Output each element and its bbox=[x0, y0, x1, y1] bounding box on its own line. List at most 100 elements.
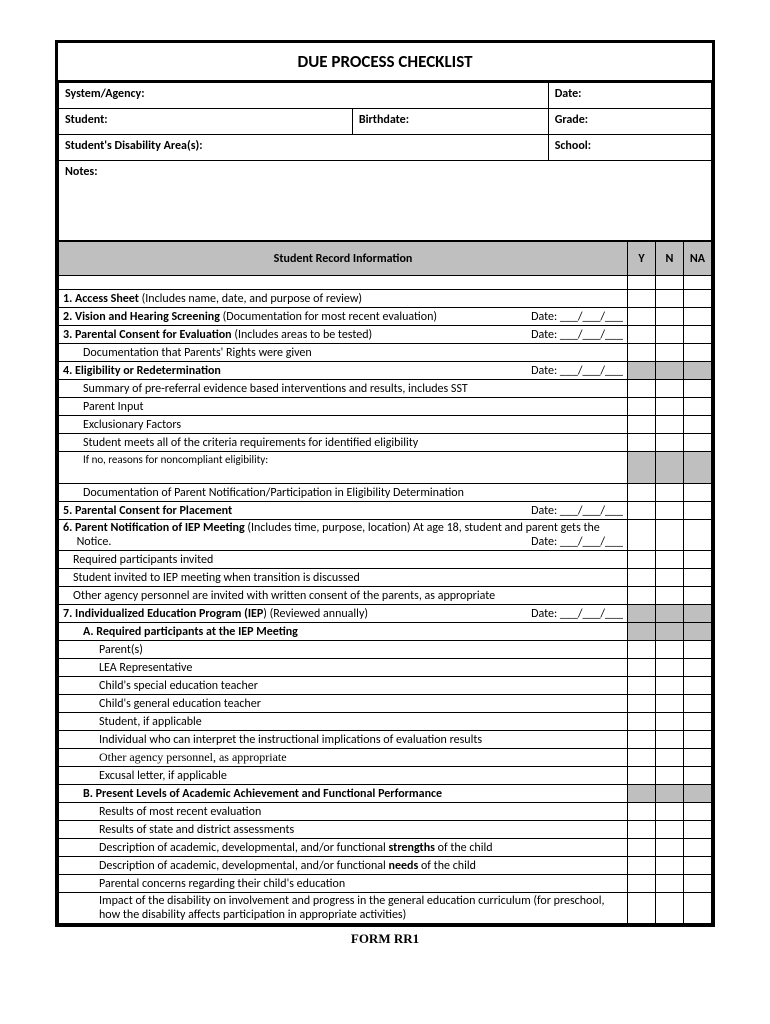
checkbox-cell[interactable] bbox=[656, 875, 684, 893]
checkbox-cell[interactable] bbox=[628, 326, 656, 344]
checkbox-cell[interactable] bbox=[628, 569, 656, 587]
checkbox-cell[interactable] bbox=[656, 452, 684, 484]
checkbox-cell[interactable] bbox=[656, 290, 684, 308]
checkbox-cell[interactable] bbox=[656, 893, 684, 924]
checkbox-cell[interactable] bbox=[628, 344, 656, 362]
checkbox-cell[interactable] bbox=[656, 551, 684, 569]
checkbox-cell[interactable] bbox=[684, 326, 712, 344]
checkbox-cell[interactable] bbox=[684, 605, 712, 623]
checkbox-cell[interactable] bbox=[628, 416, 656, 434]
checkbox-cell[interactable] bbox=[656, 677, 684, 695]
checkbox-cell[interactable] bbox=[656, 587, 684, 605]
checkbox-cell[interactable] bbox=[628, 587, 656, 605]
checkbox-cell[interactable] bbox=[628, 857, 656, 875]
checkbox-cell[interactable] bbox=[684, 857, 712, 875]
checkbox-cell[interactable] bbox=[628, 839, 656, 857]
checkbox-cell[interactable] bbox=[684, 434, 712, 452]
checkbox-cell[interactable] bbox=[628, 713, 656, 731]
checkbox-cell[interactable] bbox=[656, 398, 684, 416]
field-system-agency[interactable]: System/Agency: bbox=[59, 83, 549, 109]
checkbox-cell[interactable] bbox=[628, 434, 656, 452]
checkbox-cell[interactable] bbox=[684, 452, 712, 484]
checkbox-cell[interactable] bbox=[628, 677, 656, 695]
checkbox-cell[interactable] bbox=[656, 623, 684, 641]
checkbox-cell[interactable] bbox=[684, 785, 712, 803]
checkbox-cell[interactable] bbox=[656, 767, 684, 785]
checkbox-cell[interactable] bbox=[684, 713, 712, 731]
checkbox-cell[interactable] bbox=[656, 308, 684, 326]
checkbox-cell[interactable] bbox=[628, 821, 656, 839]
checkbox-cell[interactable] bbox=[684, 803, 712, 821]
field-student[interactable]: Student: bbox=[59, 109, 353, 135]
checkbox-cell[interactable] bbox=[656, 803, 684, 821]
checkbox-cell[interactable] bbox=[628, 641, 656, 659]
checkbox-cell[interactable] bbox=[684, 767, 712, 785]
checkbox-cell[interactable] bbox=[656, 434, 684, 452]
field-school[interactable]: School: bbox=[548, 135, 711, 161]
field-disability[interactable]: Student's Disability Area(s): bbox=[59, 135, 549, 161]
checkbox-cell[interactable] bbox=[684, 749, 712, 767]
checkbox-cell[interactable] bbox=[684, 623, 712, 641]
checkbox-cell[interactable] bbox=[684, 290, 712, 308]
checkbox-cell[interactable] bbox=[628, 623, 656, 641]
checkbox-cell[interactable] bbox=[656, 749, 684, 767]
checkbox-cell[interactable] bbox=[628, 502, 656, 520]
checkbox-cell[interactable] bbox=[628, 605, 656, 623]
checkbox-cell[interactable] bbox=[656, 344, 684, 362]
checkbox-cell[interactable] bbox=[684, 551, 712, 569]
field-notes[interactable]: Notes: bbox=[59, 161, 712, 241]
checkbox-cell[interactable] bbox=[628, 695, 656, 713]
checkbox-cell[interactable] bbox=[656, 484, 684, 502]
checkbox-cell[interactable] bbox=[628, 659, 656, 677]
checkbox-cell[interactable] bbox=[628, 520, 656, 551]
checkbox-cell[interactable] bbox=[628, 290, 656, 308]
checkbox-cell[interactable] bbox=[656, 713, 684, 731]
checkbox-cell[interactable] bbox=[656, 380, 684, 398]
checkbox-cell[interactable] bbox=[628, 731, 656, 749]
checkbox-cell[interactable] bbox=[684, 695, 712, 713]
checkbox-cell[interactable] bbox=[656, 821, 684, 839]
checkbox-cell[interactable] bbox=[656, 839, 684, 857]
field-grade[interactable]: Grade: bbox=[548, 109, 711, 135]
checkbox-cell[interactable] bbox=[684, 344, 712, 362]
checkbox-cell[interactable] bbox=[656, 362, 684, 380]
checkbox-cell[interactable] bbox=[628, 452, 656, 484]
checkbox-cell[interactable] bbox=[656, 520, 684, 551]
checkbox-cell[interactable] bbox=[628, 893, 656, 924]
checkbox-cell[interactable] bbox=[684, 398, 712, 416]
checkbox-cell[interactable] bbox=[628, 398, 656, 416]
checkbox-cell[interactable] bbox=[656, 326, 684, 344]
checkbox-cell[interactable] bbox=[628, 308, 656, 326]
checkbox-cell[interactable] bbox=[684, 416, 712, 434]
checkbox-cell[interactable] bbox=[684, 569, 712, 587]
checkbox-cell[interactable] bbox=[684, 380, 712, 398]
field-birthdate[interactable]: Birthdate: bbox=[352, 109, 548, 135]
checkbox-cell[interactable] bbox=[656, 857, 684, 875]
checkbox-cell[interactable] bbox=[628, 484, 656, 502]
checkbox-cell[interactable] bbox=[684, 677, 712, 695]
checkbox-cell[interactable] bbox=[656, 731, 684, 749]
checkbox-cell[interactable] bbox=[684, 587, 712, 605]
checkbox-cell[interactable] bbox=[656, 659, 684, 677]
checkbox-cell[interactable] bbox=[684, 893, 712, 924]
checkbox-cell[interactable] bbox=[656, 695, 684, 713]
checkbox-cell[interactable] bbox=[628, 767, 656, 785]
checkbox-cell[interactable] bbox=[684, 875, 712, 893]
checkbox-cell[interactable] bbox=[684, 502, 712, 520]
checkbox-cell[interactable] bbox=[684, 362, 712, 380]
checkbox-cell[interactable] bbox=[684, 484, 712, 502]
checkbox-cell[interactable] bbox=[684, 731, 712, 749]
checkbox-cell[interactable] bbox=[656, 502, 684, 520]
checkbox-cell[interactable] bbox=[656, 641, 684, 659]
checkbox-cell[interactable] bbox=[628, 551, 656, 569]
checkbox-cell[interactable] bbox=[684, 641, 712, 659]
checkbox-cell[interactable] bbox=[628, 875, 656, 893]
checkbox-cell[interactable] bbox=[684, 659, 712, 677]
checkbox-cell[interactable] bbox=[656, 569, 684, 587]
field-date[interactable]: Date: bbox=[548, 83, 711, 109]
checkbox-cell[interactable] bbox=[628, 362, 656, 380]
checkbox-cell[interactable] bbox=[684, 520, 712, 551]
checkbox-cell[interactable] bbox=[656, 605, 684, 623]
checkbox-cell[interactable] bbox=[628, 380, 656, 398]
checkbox-cell[interactable] bbox=[628, 803, 656, 821]
